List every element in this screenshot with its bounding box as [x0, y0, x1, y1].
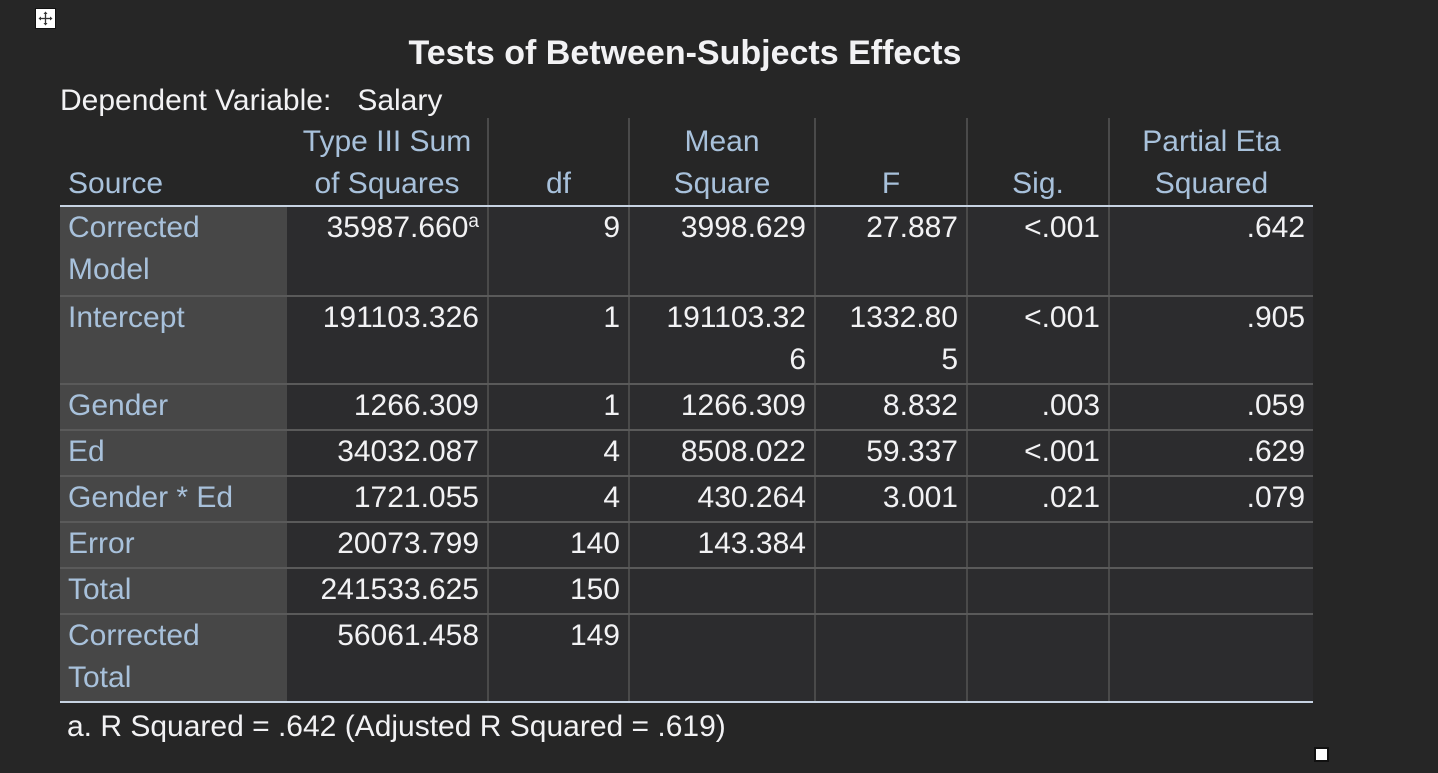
cell-f: 1332.805 [814, 296, 967, 385]
table-row: Error 20073.799 140 143.384 [60, 522, 1313, 569]
table-row: Gender * Ed 1721.055 4 430.264 3.001 .02… [60, 476, 1313, 523]
cell-df: 149 [487, 614, 629, 703]
column-header-sum-of-squares: Type III Sum of Squares [287, 118, 488, 207]
row-header: Gender [60, 384, 287, 431]
cell-df: 150 [487, 568, 629, 615]
cell-partial-eta-squared: .629 [1108, 430, 1313, 477]
dependent-variable-value: Salary [357, 84, 443, 117]
cell-f: 8.832 [814, 384, 967, 431]
cell-sig: <.001 [966, 430, 1109, 477]
move-arrows-icon [38, 11, 53, 26]
table-row: Corrected Model 35987.660a 9 3998.629 27… [60, 206, 1313, 297]
cell-partial-eta-squared [1108, 522, 1313, 569]
move-handle[interactable] [35, 8, 56, 29]
table-row: Corrected Total 56061.458 149 [60, 614, 1313, 703]
cell-f [814, 522, 967, 569]
row-header: Corrected Total [60, 614, 287, 703]
cell-sig: .003 [966, 384, 1109, 431]
cell-partial-eta-squared: .905 [1108, 296, 1313, 385]
cell-sum-of-squares: 1266.309 [287, 384, 488, 431]
cell-sum-of-squares: 35987.660a [287, 206, 488, 297]
row-header: Error [60, 522, 287, 569]
column-header-source: Source [60, 118, 287, 207]
row-header: Corrected Model [60, 206, 287, 297]
cell-df: 1 [487, 384, 629, 431]
cell-df: 1 [487, 296, 629, 385]
cell-sig: .021 [966, 476, 1109, 523]
cell-sig [966, 614, 1109, 703]
cell-df: 9 [487, 206, 629, 297]
cell-sig [966, 522, 1109, 569]
cell-sum-of-squares: 34032.087 [287, 430, 488, 477]
table-row: Intercept 191103.326 1 191103.326 1332.8… [60, 296, 1313, 385]
dependent-variable: Dependent Variable: Salary [60, 84, 442, 118]
cell-sig: <.001 [966, 296, 1109, 385]
cell-sum-of-squares: 56061.458 [287, 614, 488, 703]
cell-df: 4 [487, 430, 629, 477]
cell-mean-square: 1266.309 [628, 384, 815, 431]
cell-partial-eta-squared [1108, 568, 1313, 615]
cell-partial-eta-squared [1108, 614, 1313, 703]
cell-partial-eta-squared: .642 [1108, 206, 1313, 297]
cell-df: 4 [487, 476, 629, 523]
column-header-f: F [814, 118, 967, 207]
cell-mean-square: 143.384 [628, 522, 815, 569]
cell-mean-square [628, 614, 815, 703]
cell-f: 59.337 [814, 430, 967, 477]
cell-df: 140 [487, 522, 629, 569]
cell-mean-square: 430.264 [628, 476, 815, 523]
cell-mean-square: 3998.629 [628, 206, 815, 297]
table-title: Tests of Between-Subjects Effects [408, 34, 962, 72]
table-row: Total 241533.625 150 [60, 568, 1313, 615]
row-header: Intercept [60, 296, 287, 385]
cell-sum-of-squares: 241533.625 [287, 568, 488, 615]
column-header-df: df [487, 118, 629, 207]
cell-f: 3.001 [814, 476, 967, 523]
resize-handle-icon[interactable] [1314, 747, 1329, 762]
anova-table[interactable]: Source Type III Sum of Squares df Mean Squ… [60, 118, 1313, 703]
row-header: Gender * Ed [60, 476, 287, 523]
cell-sum-of-squares: 20073.799 [287, 522, 488, 569]
cell-sum-of-squares: 191103.326 [287, 296, 488, 385]
cell-sig [966, 568, 1109, 615]
column-header-partial-eta-squared: Partial Eta Squared [1108, 118, 1313, 207]
row-header: Ed [60, 430, 287, 477]
cell-mean-square: 8508.022 [628, 430, 815, 477]
cell-f [814, 568, 967, 615]
cell-f: 27.887 [814, 206, 967, 297]
cell-mean-square: 191103.326 [628, 296, 815, 385]
cell-partial-eta-squared: .059 [1108, 384, 1313, 431]
column-header-sig: Sig. [966, 118, 1109, 207]
cell-mean-square [628, 568, 815, 615]
footnote-marker: a [468, 211, 479, 232]
table-row: Gender 1266.309 1 1266.309 8.832 .003 .0… [60, 384, 1313, 431]
cell-f [814, 614, 967, 703]
cell-sum-of-squares: 1721.055 [287, 476, 488, 523]
dependent-variable-label: Dependent Variable: [60, 84, 332, 117]
row-header: Total [60, 568, 287, 615]
cell-partial-eta-squared: .079 [1108, 476, 1313, 523]
table-footnote: a. R Squared = .642 (Adjusted R Squared … [67, 710, 726, 743]
cell-sig: <.001 [966, 206, 1109, 297]
column-header-mean-square: Mean Square [628, 118, 815, 207]
table-row: Ed 34032.087 4 8508.022 59.337 <.001 .62… [60, 430, 1313, 477]
